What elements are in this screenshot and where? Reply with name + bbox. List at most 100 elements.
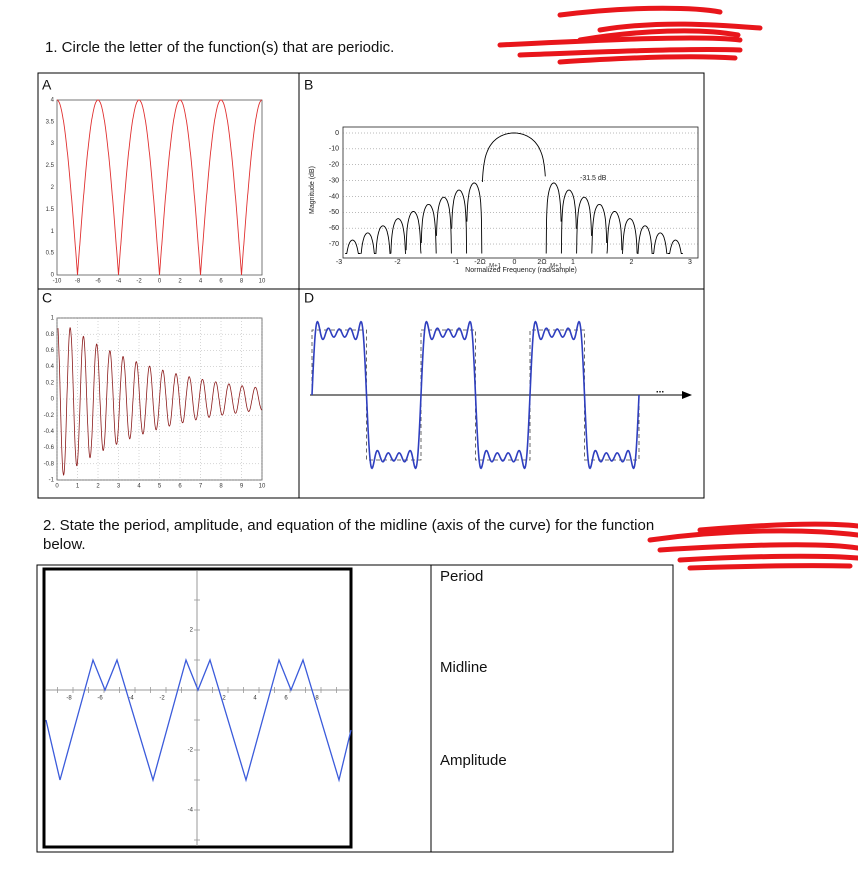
x-tick-label: 2: [96, 484, 100, 490]
table-row-label: Midline: [440, 659, 488, 676]
omega-label: -2Ω: [474, 259, 485, 266]
x-tick-label: 3: [688, 259, 692, 266]
x-tick-label: 6: [284, 696, 288, 702]
plot-c: 0 1 2 3 4 5 6 7 8 9 10 -1 -0.8 -0.6 -0.4 -0.2 0 0.2 0.4 0.6…: [44, 316, 266, 490]
y-tick-label: -30: [329, 177, 339, 184]
arrow: [682, 391, 692, 399]
x-tick-label: 6: [178, 484, 182, 490]
y-tick-label: 2: [190, 628, 194, 634]
y-tick-label: -70: [329, 241, 339, 248]
y-tick-label: 0: [51, 397, 55, 403]
y-tick-label: 0: [51, 273, 55, 279]
x-tick-label: 10: [259, 279, 266, 285]
question-2: below.: [43, 536, 86, 553]
omega-subscript: M+1: [489, 264, 502, 270]
x-tick-label: -4: [128, 696, 134, 702]
x-axis-label: Normalized Frequency (rad/sample): [465, 267, 577, 274]
y-tick-label: 1: [51, 229, 55, 235]
x-tick-label: 1: [76, 484, 80, 490]
answer-table: [36, 564, 674, 853]
x-tick-label: -6: [97, 696, 103, 702]
question-1: 1. Circle the letter of the function(s) …: [45, 39, 394, 56]
curve: [466, 182, 483, 254]
x-tick-label: -2: [159, 696, 165, 702]
x-tick-label: 8: [240, 279, 244, 285]
plot-d: ...: [310, 320, 692, 470]
y-tick-label: -1: [49, 478, 55, 484]
omega-label: 2Ω: [537, 259, 546, 266]
x-tick-label: 6: [219, 279, 223, 285]
x-tick-label: -8: [75, 279, 81, 285]
y-tick-label: 0.8: [46, 332, 55, 338]
x-tick-label: -3: [336, 259, 342, 266]
y-tick-label: -50: [329, 209, 339, 216]
curve: [576, 196, 592, 254]
x-tick-label: 8: [315, 696, 319, 702]
curve: [622, 218, 638, 254]
x-tick-label: 2: [222, 696, 226, 702]
panel-letter: D: [304, 290, 314, 306]
x-tick-label: 9: [240, 484, 244, 490]
y-tick-label: -40: [329, 193, 339, 200]
curve: [45, 657, 352, 783]
y-tick-label: 3.5: [46, 119, 55, 125]
y-tick-label: -0.2: [44, 413, 55, 419]
x-tick-label: -4: [116, 279, 122, 285]
y-tick-label: -4: [188, 808, 194, 814]
question-2: 2. State the period, amplitude, and equa…: [43, 517, 654, 534]
y-tick-label: -10: [329, 146, 339, 153]
x-tick-label: 2: [630, 259, 634, 266]
y-tick-label: 4: [51, 97, 55, 103]
curve: [311, 320, 640, 470]
x-tick-label: 5: [158, 484, 162, 490]
y-tick-label: -20: [329, 162, 339, 169]
curve: [390, 218, 406, 254]
x-tick-label: 4: [137, 484, 141, 490]
x-tick-label: 8: [219, 484, 223, 490]
x-tick-label: 3: [117, 484, 121, 490]
curve: [545, 182, 562, 254]
y-tick-label: 0.2: [46, 380, 55, 386]
table-row-label: Amplitude: [440, 752, 507, 769]
y-tick-label: -2: [188, 748, 194, 754]
x-tick-label: 0: [55, 484, 59, 490]
panel-grid: [37, 72, 705, 499]
curve: [637, 225, 653, 254]
table-row-label: Period: [440, 568, 483, 585]
curve: [560, 189, 577, 254]
x-tick-label: -1: [453, 259, 459, 266]
x-tick-label: 4: [199, 279, 203, 285]
curve: [436, 196, 452, 254]
y-tick-label: -60: [329, 225, 339, 232]
omega-subscript: M+1: [550, 264, 563, 270]
x-tick-label: -2: [136, 279, 142, 285]
curve: [375, 225, 391, 254]
y-tick-label: 2: [51, 185, 55, 191]
curve: [652, 232, 668, 254]
y-tick-label: 0.4: [46, 364, 55, 370]
y-tick-label: 0: [335, 130, 339, 137]
graph: -8 -6 -4 -2 2 4 6 8 2 -2 -4: [45, 571, 352, 846]
x-tick-label: -2: [394, 259, 400, 266]
curve: [420, 203, 437, 254]
x-tick-label: 0: [158, 279, 162, 285]
panel-letter: C: [42, 290, 52, 306]
x-tick-label: 10: [259, 484, 266, 490]
x-tick-label: 0: [513, 259, 517, 266]
x-tick-label: 2: [178, 279, 182, 285]
plot-a: -10 -8 -6 -4 -2 0 2 4 6 8 10 0 0.5 1 1.5 2 2.5 3 3.5 4: [46, 97, 266, 284]
y-tick-label: 2.5: [46, 163, 55, 169]
y-tick-label: 0.6: [46, 348, 55, 354]
plot-b: 0-10-20-30-40-50-60-70-3 -2 -1 0 1 2 3Magnitud…: [309, 126, 699, 274]
x-tick-label: 4: [253, 696, 257, 702]
curve: [56, 99, 263, 276]
x-tick-label: 7: [199, 484, 203, 490]
y-tick-label: 1: [51, 316, 55, 322]
curve: [57, 327, 263, 476]
panel-letter: B: [304, 77, 313, 93]
y-tick-label: 3: [51, 141, 55, 147]
y-tick-label: 0.5: [46, 251, 55, 257]
y-tick-label: -0.6: [44, 445, 55, 451]
